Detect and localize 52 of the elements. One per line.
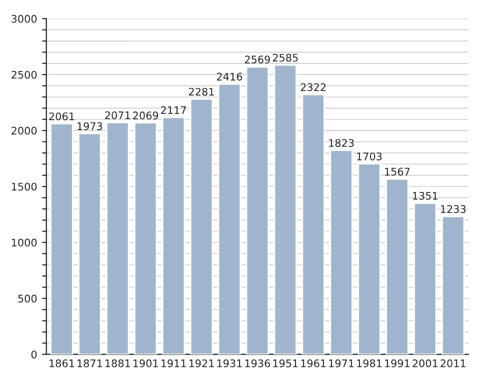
x-tick-label: 1921	[189, 359, 214, 368]
data-label: 2416	[216, 72, 242, 81]
data-label: 2061	[49, 112, 74, 120]
bar	[442, 216, 465, 354]
data-label: 1351	[413, 192, 438, 200]
y-tick-label: 500	[18, 294, 37, 303]
y-tick-label: 2500	[12, 70, 37, 79]
x-tick-label: 2001	[412, 359, 438, 368]
data-label: 2281	[189, 88, 214, 96]
data-label: 2569	[244, 56, 270, 64]
bar	[134, 122, 158, 354]
data-label: 1973	[78, 122, 102, 130]
data-label: 1823	[329, 139, 354, 147]
x-tick-label: 1931	[217, 359, 242, 368]
bar	[302, 94, 325, 354]
data-label: 2117	[161, 106, 186, 114]
bar	[246, 66, 270, 354]
bar	[358, 163, 381, 354]
y-tick-label: 1000	[12, 238, 37, 247]
bar	[50, 123, 74, 354]
y-tick-label: 2000	[12, 126, 37, 135]
bar	[162, 116, 186, 354]
bar	[414, 202, 437, 354]
x-tick-label: 1971	[329, 359, 354, 368]
y-tick-label: 1500	[12, 182, 37, 191]
x-tick-label: 1961	[301, 359, 326, 368]
x-tick-label: 1911	[161, 359, 186, 368]
data-label: 2585	[272, 54, 298, 62]
x-tick-label: 1861	[50, 359, 74, 368]
data-label: 1703	[357, 152, 382, 160]
bar	[106, 122, 130, 354]
x-tick-label: 1991	[385, 359, 410, 368]
y-tick-label: 0	[31, 350, 37, 358]
data-label: 2322	[300, 83, 326, 92]
x-tick-label: 1901	[133, 359, 158, 368]
bar	[274, 64, 297, 354]
bar	[218, 83, 242, 354]
data-label: 1567	[385, 168, 410, 176]
data-label: 2069	[133, 112, 158, 120]
bar	[190, 98, 214, 354]
y-tick-label: 3000	[12, 14, 37, 23]
x-tick-label: 2011	[440, 359, 466, 368]
x-tick-label: 1871	[78, 359, 102, 368]
x-tick-label: 1951	[273, 359, 298, 368]
bar	[330, 150, 353, 354]
x-tick-label: 1981	[357, 359, 382, 368]
bar	[78, 132, 102, 354]
data-label: 2071	[105, 111, 130, 120]
x-tick-label: 1936	[245, 359, 270, 368]
bar	[386, 178, 409, 354]
data-label: 1233	[440, 205, 466, 213]
x-tick-label: 1881	[106, 359, 130, 368]
